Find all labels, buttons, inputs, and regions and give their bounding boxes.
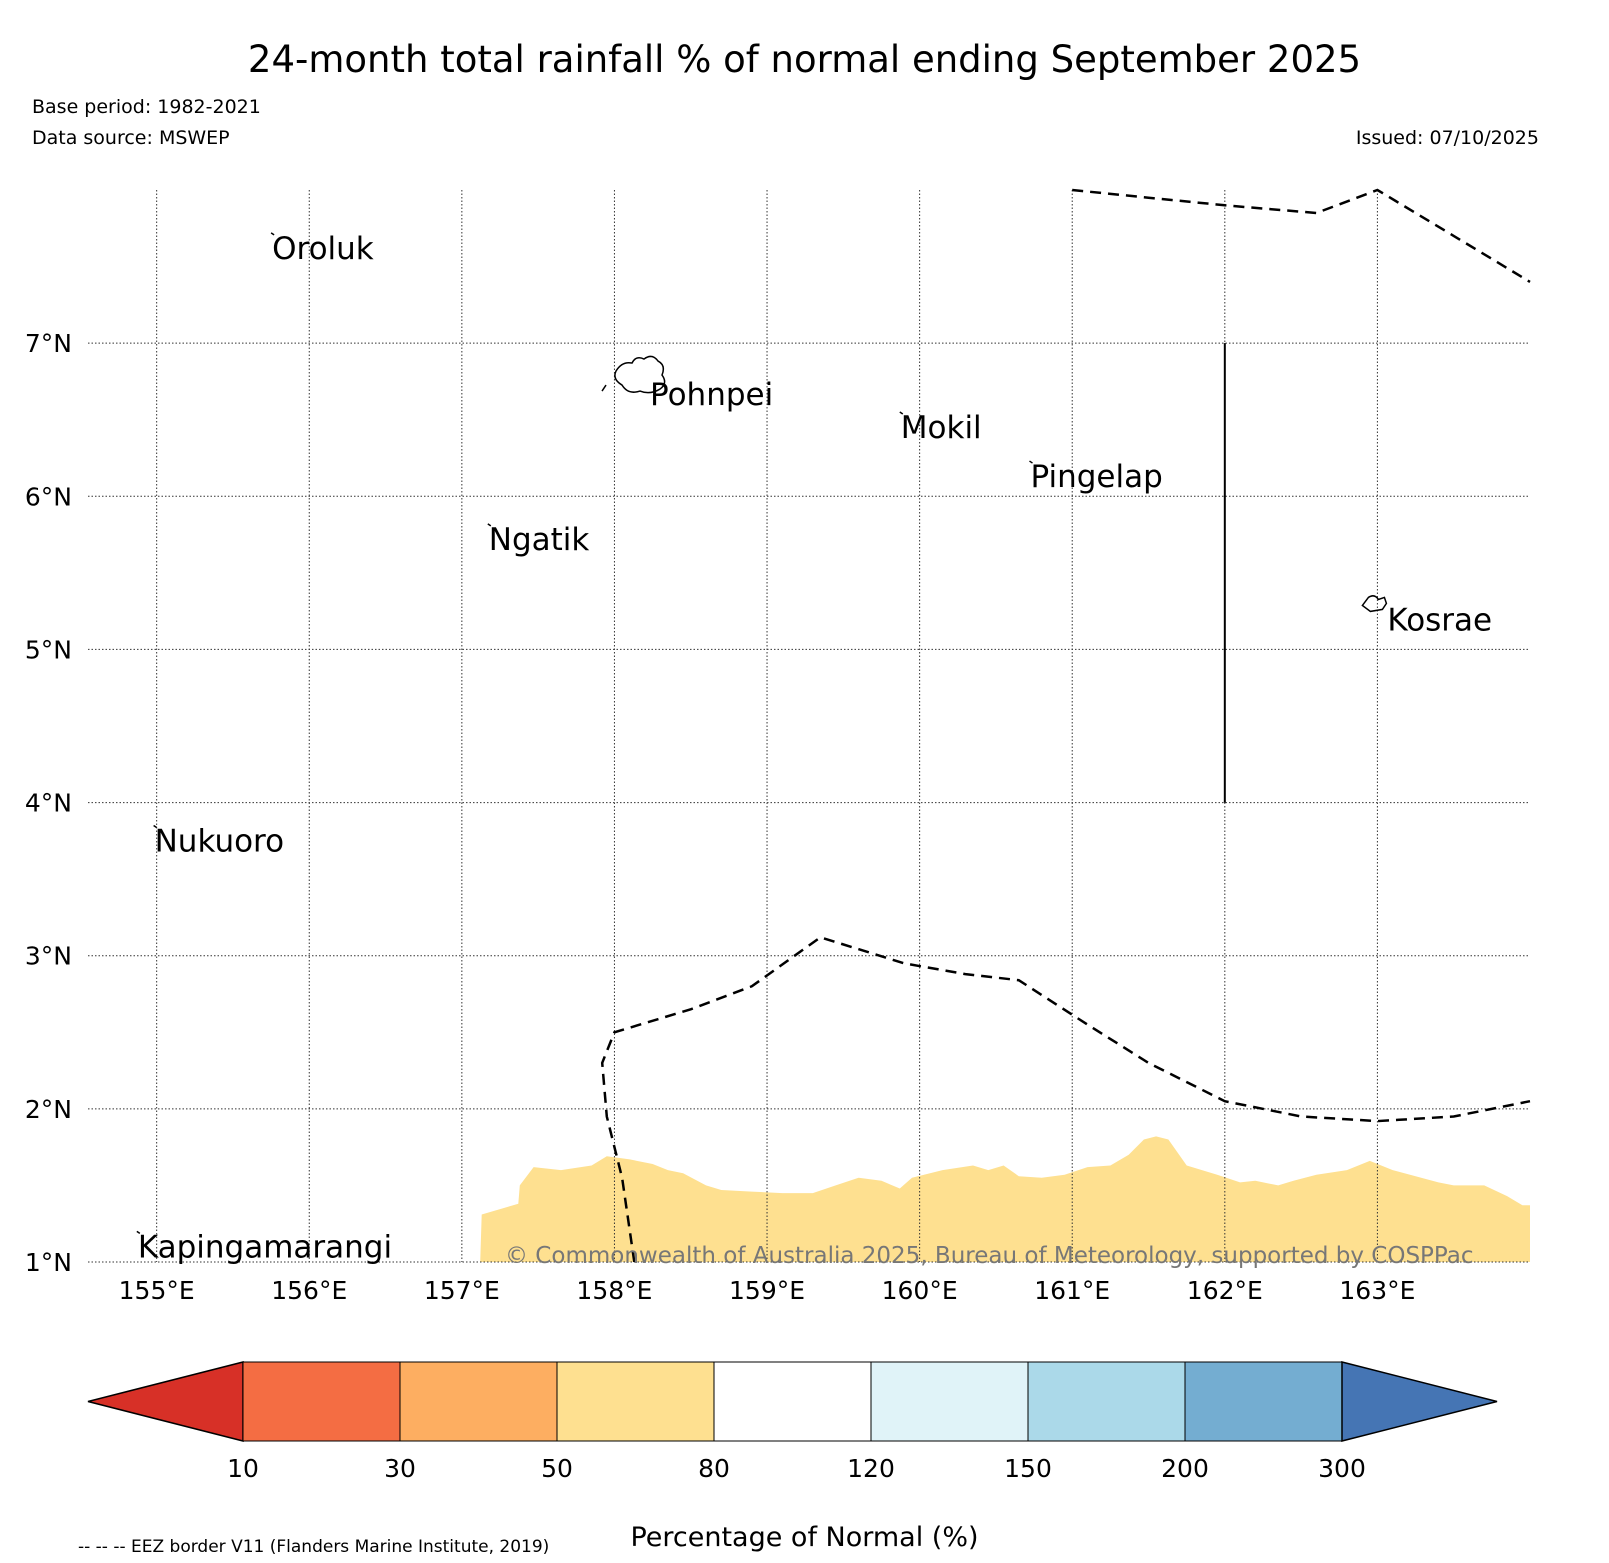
island-mark-pingelap [1029,460,1033,464]
lon-tick-label: 160°E [882,1276,958,1305]
eez-border-note: -- -- -- EEZ border V11 (Flanders Marine… [78,1537,550,1557]
colorbar-bin [242,1361,401,1442]
anomaly-fill-layer [480,1136,1531,1262]
colorbar: 10 30 50 80 120 150 200 300 [87,1361,1498,1483]
axis-ticks: 155°E 156°E 157°E 158°E 159°E 160°E 161°E 162°E… [25,329,1416,1305]
anomaly-region-50-80 [480,1136,1531,1262]
island-mark-nukuoro [153,824,158,829]
colorbar-tick-label: 50 [541,1454,573,1483]
issued-date: Issued: 07/10/2025 [1355,127,1539,149]
pohnpei-outline [614,355,666,394]
island-label-kosrae: Kosrae [1387,602,1492,638]
colorbar-tick-label: 80 [698,1454,730,1483]
island-label-pingelap: Pingelap [1030,459,1162,495]
kosrae-outline [1361,595,1388,613]
island-mark-ngatik [487,523,492,527]
colorbar-extend-low [87,1361,244,1442]
island-mark-oroluk [270,232,275,236]
ant-atoll-mark [601,384,607,392]
lat-tick-label: 7°N [25,329,72,358]
island-label-nukuoro: Nukuoro [155,824,284,860]
copyright-notice: © Commonwealth of Australia 2025, Bureau… [505,1243,1474,1269]
island-label-pohnpei: Pohnpei [650,377,773,413]
lat-tick-label: 3°N [25,942,72,971]
lat-tick-label: 2°N [25,1095,72,1124]
island-mark-mokil [899,411,904,415]
graticule [88,190,1530,1263]
eez-border-line [600,935,1531,1263]
eez-borders [600,188,1531,1263]
lon-tick-label: 162°E [1187,1276,1263,1305]
colorbar-tick-label: 30 [384,1454,416,1483]
colorbar-bin [399,1361,558,1442]
lon-tick-label: 159°E [729,1276,805,1305]
lon-tick-label: 156°E [271,1276,347,1305]
base-period: Base period: 1982-2021 [32,96,261,118]
island-label-oroluk: Oroluk [272,231,374,267]
colorbar-tick-label: 10 [227,1454,259,1483]
colorbar-label: Percentage of Normal (%) [630,1522,979,1553]
island-label-ngatik: Ngatik [489,522,590,558]
colorbar-extend-high [1341,1361,1498,1442]
eez-border-line [1072,188,1531,283]
colorbar-tick-label: 300 [1318,1454,1366,1483]
lat-tick-label: 6°N [25,482,72,511]
lon-tick-label: 163°E [1339,1276,1415,1305]
island-label-mokil: Mokil [901,410,982,446]
lat-tick-label: 5°N [25,635,72,664]
island-mark-kapingamarangi [136,1230,141,1234]
lon-tick-label: 155°E [119,1276,195,1305]
colorbar-tick-label: 200 [1161,1454,1209,1483]
lat-tick-label: 1°N [25,1248,72,1277]
colorbar-bin [1027,1361,1186,1442]
lon-tick-label: 158°E [576,1276,652,1305]
map-title: 24-month total rainfall % of normal endi… [247,38,1362,81]
lat-tick-label: 4°N [25,789,72,818]
colorbar-bin [556,1361,715,1442]
lon-tick-label: 161°E [1034,1276,1110,1305]
lon-tick-label: 157°E [424,1276,500,1305]
data-source: Data source: MSWEP [32,127,230,149]
islands: Oroluk Pohnpei Mokil Pingelap Ngatik Kosrae Nu… [136,231,1492,1265]
colorbar-bin [713,1361,872,1442]
colorbar-bin [1184,1361,1343,1442]
colorbar-tick-label: 150 [1004,1454,1052,1483]
colorbar-tick-label: 120 [847,1454,895,1483]
island-label-kapingamarangi: Kapingamarangi [138,1229,392,1265]
colorbar-bin [870,1361,1029,1442]
